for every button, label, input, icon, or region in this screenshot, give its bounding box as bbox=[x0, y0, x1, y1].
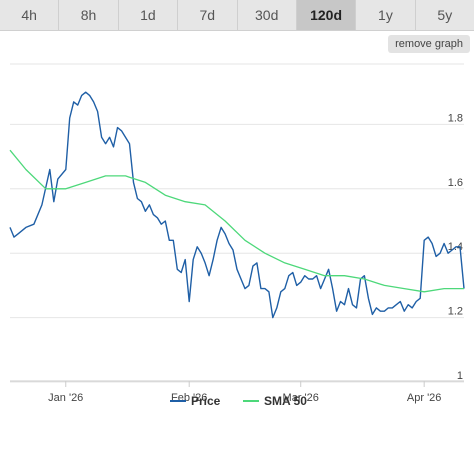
y-tick-label: 1 bbox=[457, 370, 463, 382]
y-tick-label: 1.2 bbox=[448, 306, 463, 318]
tab-120d[interactable]: 120d bbox=[296, 0, 357, 30]
sma-series-line bbox=[9, 149, 464, 293]
tab-4h[interactable]: 4h bbox=[0, 0, 60, 30]
tab-8h[interactable]: 8h bbox=[59, 0, 119, 30]
timeframe-tabs: 4h 8h 1d 7d 30d 120d 1y 5y bbox=[0, 0, 474, 31]
y-tick-label: 1.8 bbox=[448, 112, 463, 124]
tab-1y[interactable]: 1y bbox=[356, 0, 416, 30]
legend-price-label: Price bbox=[191, 394, 221, 408]
x-tick-label: Jan '26 bbox=[48, 392, 83, 404]
x-tick-label: Apr '26 bbox=[407, 392, 442, 404]
x-tick-label: Mar '26 bbox=[283, 392, 319, 404]
legend-sma-label: SMA 50 bbox=[264, 394, 307, 408]
y-tick-label: 1.6 bbox=[448, 177, 463, 189]
tab-1d[interactable]: 1d bbox=[119, 0, 179, 30]
tab-7d[interactable]: 7d bbox=[178, 0, 238, 30]
tab-5y[interactable]: 5y bbox=[437, 7, 453, 23]
price-series-line bbox=[9, 91, 465, 319]
remove-graph-button[interactable]: remove graph bbox=[388, 35, 470, 53]
tab-30d[interactable]: 30d bbox=[238, 0, 297, 30]
